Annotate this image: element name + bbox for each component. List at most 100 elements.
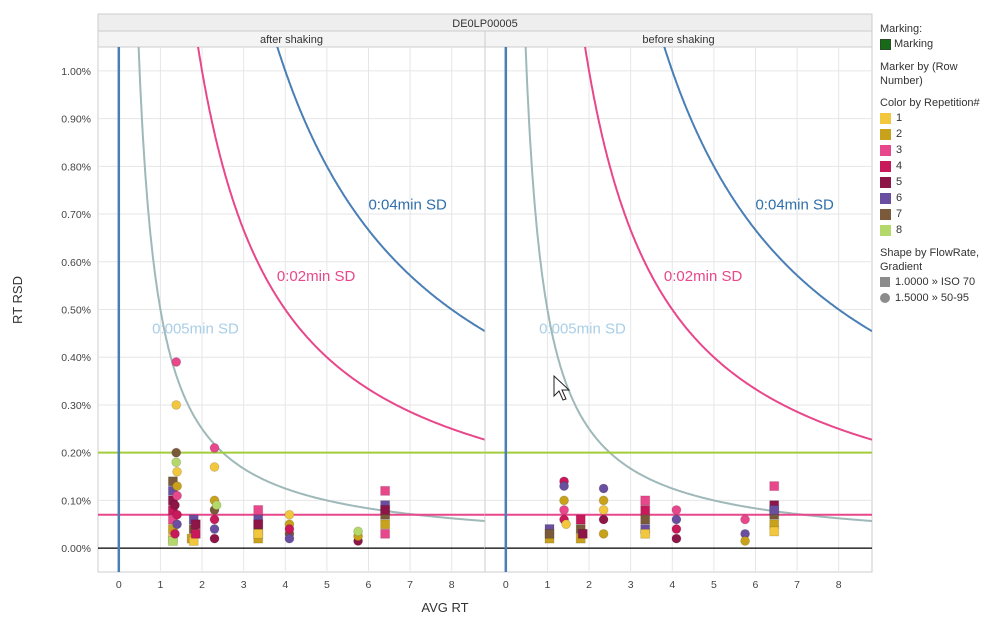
data-point (172, 481, 183, 492)
data-point (561, 519, 572, 530)
legend-color-label: 8 (896, 224, 903, 236)
x-tick-label: 5 (324, 579, 330, 591)
data-point (769, 481, 780, 492)
x-tick-label: 3 (628, 579, 634, 591)
y-tick-label: 1.00% (61, 66, 91, 78)
data-point (380, 528, 391, 539)
legend-marker-title: Marker by (Row Number) (880, 61, 958, 87)
sd-curve-label: 0:02min SD (664, 268, 743, 285)
data-point (253, 504, 264, 515)
legend-color-item[interactable]: 1 (880, 110, 988, 126)
legend-shape-item[interactable]: 1.5000 » 50-95 (880, 290, 988, 306)
x-tick-label: 0 (503, 579, 509, 591)
data-point (577, 528, 588, 539)
sd-curve-label: 0:005min SD (152, 320, 239, 337)
x-tick-label: 7 (407, 579, 413, 591)
data-point (172, 490, 183, 501)
data-point (171, 357, 182, 367)
color-swatch (880, 144, 891, 156)
color-swatch (880, 192, 891, 204)
y-tick-label: 0.20% (61, 448, 91, 460)
x-tick-label: 3 (241, 579, 247, 591)
data-point (380, 485, 391, 496)
color-swatch (880, 224, 891, 236)
legend-marking-title: Marking: (880, 23, 923, 35)
x-tick-label: 4 (669, 579, 675, 591)
sd-curve-label: 0:005min SD (539, 320, 626, 337)
legend-panel: Marking: Marking Marker by (Row Number) … (880, 22, 988, 306)
data-point (769, 504, 780, 515)
y-tick-label: 0.90% (61, 114, 91, 126)
legend-shape-item[interactable]: 1.0000 » ISO 70 (880, 274, 988, 290)
trellis-title: DE0LP00005 (452, 18, 517, 30)
data-point (190, 528, 201, 539)
legend-marking-label: Marking (894, 38, 934, 50)
y-tick-label: 0.00% (61, 543, 91, 555)
data-point (171, 457, 182, 468)
color-swatch (880, 112, 891, 124)
sd-curve-label: 0:04min SD (368, 196, 447, 213)
y-tick-label: 0.70% (61, 209, 91, 221)
color-swatch (880, 128, 891, 140)
legend-color-item[interactable]: 4 (880, 158, 988, 174)
data-point (284, 533, 295, 544)
legend-shape-label: 1.0000 » ISO 70 (895, 276, 976, 288)
x-tick-label: 6 (366, 579, 372, 591)
x-tick-label: 2 (586, 579, 592, 591)
x-axis-label: AVG RT (421, 600, 468, 615)
legend-color-item[interactable]: 3 (880, 142, 988, 158)
x-tick-label: 1 (544, 579, 550, 591)
legend-color-title: Color by Repetition# (880, 97, 980, 109)
legend-marking-item[interactable]: Marking (880, 36, 988, 52)
data-point (209, 442, 220, 453)
data-point (598, 528, 609, 539)
data-point (253, 528, 264, 539)
x-tick-label: 0 (116, 579, 122, 591)
color-swatch (880, 176, 891, 188)
data-point (380, 519, 391, 530)
data-point (598, 514, 609, 525)
data-point (598, 495, 609, 506)
y-tick-label: 0.30% (61, 400, 91, 412)
x-tick-label: 5 (711, 579, 717, 591)
data-point (671, 533, 682, 544)
data-point (211, 500, 222, 511)
data-point (671, 524, 682, 535)
data-point (172, 509, 183, 520)
trellis-scatter-chart: RT RSD AVG RT DE0LP00005 0.00% 0.10% 0.20% 0… (10, 13, 873, 615)
data-point (544, 528, 555, 539)
y-axis-label: RT RSD (10, 276, 25, 324)
data-point (559, 481, 570, 492)
x-tick-label: 6 (753, 579, 759, 591)
data-point (171, 399, 182, 410)
legend-color-label: 2 (896, 128, 903, 140)
legend-shape-items: 1.0000 » ISO 70 1.5000 » 50-95 (880, 274, 988, 306)
data-point (559, 504, 570, 515)
data-point (640, 514, 651, 525)
sd-curve (663, 47, 872, 333)
legend-color-item[interactable]: 5 (880, 174, 988, 190)
data-point (284, 524, 295, 535)
legend-color-label: 1 (896, 112, 903, 124)
x-tick-label: 2 (199, 579, 205, 591)
legend-color-label: 7 (896, 208, 903, 220)
sd-curve (197, 47, 485, 441)
sd-curve (584, 47, 872, 441)
legend-color-item[interactable]: 2 (880, 126, 988, 142)
data-point (190, 519, 201, 530)
data-point (640, 528, 651, 539)
legend-color-item[interactable]: 7 (880, 206, 988, 222)
data-point (598, 483, 609, 494)
x-tick-label: 4 (282, 579, 288, 591)
legend-color-label: 5 (896, 176, 903, 188)
legend-color-item[interactable]: 6 (880, 190, 988, 206)
legend-color-items: 1 2 3 4 5 6 7 8 (880, 110, 988, 238)
data-point (671, 504, 682, 515)
y-tick-label: 0.40% (61, 352, 91, 364)
data-point (671, 514, 682, 525)
x-tick-label: 8 (449, 579, 455, 591)
data-point (169, 500, 180, 511)
legend-color-item[interactable]: 8 (880, 222, 988, 238)
sd-curve-label: 0:02min SD (277, 268, 356, 285)
